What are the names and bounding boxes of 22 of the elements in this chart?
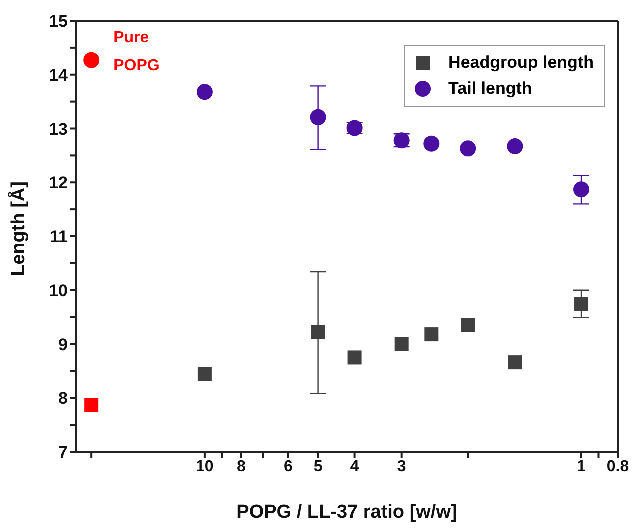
y-axis-title: Length [Å] xyxy=(8,182,30,276)
x-tick-label: 8 xyxy=(236,458,246,476)
y-tick-label: 15 xyxy=(49,12,68,32)
x-tick-label: 0.8 xyxy=(606,458,630,476)
x-axis-title: POPG / LL-37 ratio [w/w] xyxy=(236,502,458,523)
x-tick-label: 3 xyxy=(397,458,406,476)
legend-label: Headgroup length xyxy=(448,52,594,74)
x-tick-label: 1 xyxy=(577,458,586,476)
y-tick-label: 12 xyxy=(49,174,68,193)
legend-label: Tail length xyxy=(448,78,532,100)
y-tick-label: 13 xyxy=(49,120,68,139)
x-tick-label: 6 xyxy=(284,458,294,476)
y-tick-label: 9 xyxy=(58,335,68,354)
y-tick-label: 8 xyxy=(58,389,68,408)
x-tick-label: 5 xyxy=(314,458,323,476)
x-tick-label: 4 xyxy=(350,458,360,476)
x-tick-label: 10 xyxy=(196,458,214,476)
y-tick-label: 14 xyxy=(49,66,69,85)
y-tick-label: 11 xyxy=(50,228,68,247)
y-tick-label: 7 xyxy=(58,443,68,462)
y-tick-label: 10 xyxy=(49,281,68,300)
annotation: Pure POPG xyxy=(114,30,160,75)
